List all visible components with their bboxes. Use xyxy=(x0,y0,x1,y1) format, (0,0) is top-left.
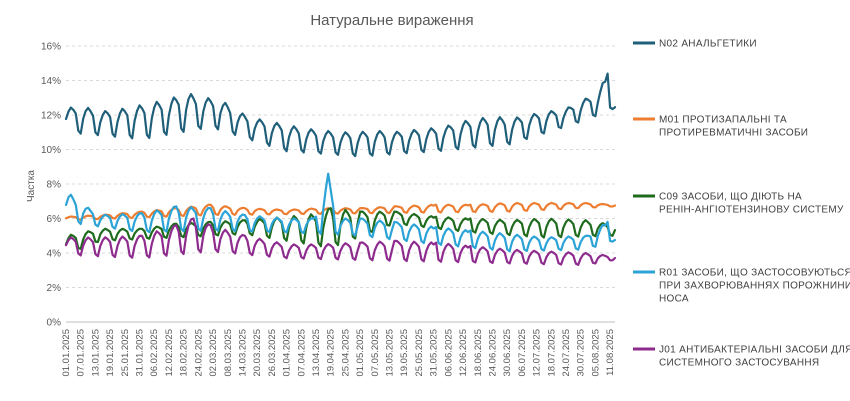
x-tick-label: 08.03.2025 xyxy=(223,329,234,377)
x-tick-label: 05.08.2025 xyxy=(590,329,601,377)
x-tick-label: 18.07.2025 xyxy=(546,329,557,377)
y-tick-label: 16% xyxy=(41,42,61,53)
legend-label-1: M01 ПРОТИЗАПАЛЬНІ ТА ПРОТИРЕВМАТИЧНІ ЗАСО… xyxy=(659,115,808,139)
x-tick-label: 13.04.2025 xyxy=(311,329,322,377)
x-tick-label: 13.01.2025 xyxy=(90,329,101,377)
y-axis-ticks: 0% 2% 4% 6% 8% 10% 12% 14% 16% xyxy=(41,42,61,329)
x-tick-label: 06.06.2025 xyxy=(443,329,454,377)
x-tick-label: 19.05.2025 xyxy=(399,329,410,377)
series-line-0 xyxy=(64,72,617,158)
y-tick-label: 8% xyxy=(47,180,62,191)
x-tick-label: 31.01.2025 xyxy=(135,329,146,377)
x-tick-label: 14.03.2025 xyxy=(237,329,248,377)
x-tick-label: 24.06.2025 xyxy=(487,329,498,377)
series-line-4 xyxy=(64,217,617,266)
x-axis-ticks: 01.01.2025 07.01.2025 13.01.2025 19.01.2025… xyxy=(61,329,616,377)
x-tick-label: 11.08.2025 xyxy=(605,329,616,376)
x-tick-label: 18.02.2025 xyxy=(179,329,190,377)
legend-label-4: J01 АНТИБАКТЕРІАЛЬНІ ЗАСОБИ ДЛЯ СИСТЕМНОГ… xyxy=(659,345,850,369)
legend: N02 АНАЛЬГЕТИКИ M01 ПРОТИЗАПАЛЬНІ ТА ПРОТИ… xyxy=(633,39,850,369)
x-tick-label: 19.01.2025 xyxy=(105,329,116,377)
x-tick-label: 07.04.2025 xyxy=(296,329,307,377)
x-tick-label: 01.01.2025 xyxy=(61,329,72,377)
y-tick-label: 2% xyxy=(47,283,62,294)
series-lines xyxy=(64,72,617,266)
y-tick-label: 4% xyxy=(47,249,62,260)
x-tick-label: 30.06.2025 xyxy=(502,329,513,377)
series-line-1 xyxy=(64,201,617,221)
x-tick-label: 12.07.2025 xyxy=(532,329,543,377)
chart-title: Натуральне вираження xyxy=(310,12,473,29)
y-tick-label: 10% xyxy=(41,145,61,156)
legend-label-2: C09 ЗАСОБИ, ЩО ДІЮТЬ НА РЕНІН-АНГІОТЕНЗИН… xyxy=(659,192,844,216)
x-tick-label: 24.07.2025 xyxy=(561,329,572,377)
x-tick-label: 25.05.2025 xyxy=(414,329,425,377)
x-tick-label: 06.07.2025 xyxy=(517,329,528,377)
x-tick-label: 07.01.2025 xyxy=(76,329,87,377)
y-tick-label: 0% xyxy=(47,318,62,329)
y-tick-label: 14% xyxy=(41,76,61,87)
x-tick-label: 07.05.2025 xyxy=(370,329,381,377)
x-tick-label: 18.06.2025 xyxy=(473,329,484,377)
y-tick-label: 6% xyxy=(47,214,62,225)
x-tick-label: 25.04.2025 xyxy=(340,329,351,377)
x-tick-label: 02.03.2025 xyxy=(208,329,219,377)
x-tick-label: 19.04.2025 xyxy=(326,329,337,377)
x-tick-label: 01.05.2025 xyxy=(355,329,366,377)
legend-label-3: R01 ЗАСОБИ, ЩО ЗАСТОСОВУЮТЬСЯ ПРИ ЗАХВОРЮ… xyxy=(659,268,850,305)
x-tick-label: 24.02.2025 xyxy=(193,329,204,377)
x-tick-label: 06.02.2025 xyxy=(149,329,160,377)
y-tick-label: 12% xyxy=(41,111,61,122)
x-tick-label: 12.02.2025 xyxy=(164,329,175,377)
x-tick-label: 26.03.2025 xyxy=(267,329,278,377)
x-tick-label: 01.04.2025 xyxy=(282,329,293,377)
x-tick-label: 12.06.2025 xyxy=(458,329,469,377)
legend-label-0: N02 АНАЛЬГЕТИКИ xyxy=(659,39,757,50)
x-tick-label: 13.05.2025 xyxy=(385,329,396,377)
x-tick-label: 30.07.2025 xyxy=(576,329,587,377)
y-axis-label: Частка xyxy=(26,170,37,202)
gridlines xyxy=(66,45,615,323)
x-tick-label: 20.03.2025 xyxy=(252,329,263,377)
series-line-3 xyxy=(64,172,617,253)
x-tick-label: 25.01.2025 xyxy=(120,329,131,377)
x-tick-label: 31.05.2025 xyxy=(429,329,440,377)
